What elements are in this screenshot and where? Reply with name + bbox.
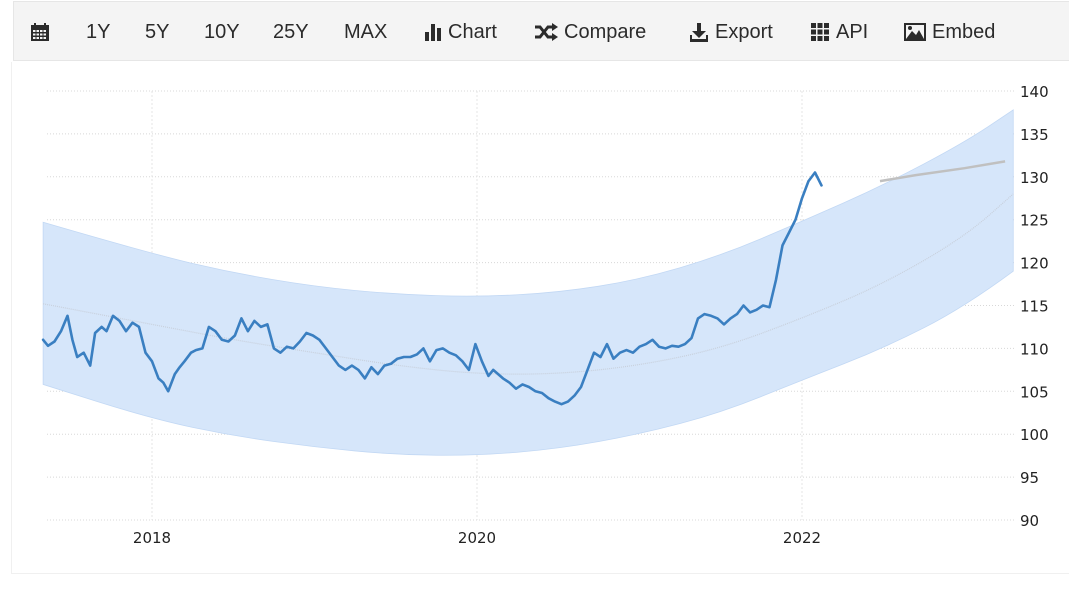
y-tick-label: 90	[1020, 512, 1039, 530]
x-axis-labels: 2018 2020 2022	[133, 529, 821, 547]
grid-icon	[811, 23, 829, 41]
y-tick-label: 110	[1020, 340, 1049, 358]
price-series-line[interactable]	[41, 171, 823, 406]
chart-type-label: Chart	[448, 20, 497, 43]
y-tick-label: 125	[1020, 212, 1049, 230]
y-tick-label: 115	[1020, 298, 1049, 316]
y-tick-label: 135	[1020, 126, 1049, 144]
x-tick-label: 2018	[133, 529, 171, 547]
export-button[interactable]: Export	[689, 2, 773, 62]
image-icon	[904, 23, 926, 41]
shuffle-icon	[535, 23, 558, 41]
bar-chart-icon	[425, 24, 441, 41]
calendar-icon	[31, 23, 49, 41]
range-5y-button[interactable]: 5Y	[145, 20, 170, 43]
confidence-band	[42, 109, 1014, 456]
y-tick-label: 140	[1020, 83, 1049, 101]
chart-container	[11, 62, 1069, 574]
compare-button[interactable]: Compare	[534, 2, 646, 62]
x-tick-label: 2020	[458, 529, 496, 547]
y-tick-label: 95	[1020, 469, 1039, 487]
chart-toolbar: 1Y 5Y 10Y 25Y MAX Chart Compare Export	[13, 1, 1069, 61]
compare-label: Compare	[564, 20, 647, 43]
forecast-line	[879, 160, 1006, 183]
export-label: Export	[715, 20, 773, 43]
y-tick-label: 100	[1020, 426, 1049, 444]
y-tick-label: 130	[1020, 169, 1049, 187]
x-tick-label: 2022	[783, 529, 821, 547]
download-icon	[690, 23, 708, 42]
range-max-button[interactable]: MAX	[344, 20, 388, 43]
chart-type-button[interactable]: Chart	[424, 2, 497, 62]
api-label: API	[836, 20, 869, 43]
embed-label: Embed	[932, 20, 996, 43]
trend-line	[43, 193, 1014, 375]
range-25y-button[interactable]: 25Y	[273, 20, 309, 43]
y-axis-labels: 90 95 100 105 110 115 120 125 130 135 140	[1020, 83, 1049, 530]
range-10y-button[interactable]: 10Y	[204, 20, 240, 43]
range-1y-button[interactable]: 1Y	[86, 20, 111, 43]
y-tick-label: 120	[1020, 255, 1049, 273]
embed-button[interactable]: Embed	[904, 2, 995, 62]
api-button[interactable]: API	[810, 2, 868, 62]
calendar-button[interactable]	[30, 2, 50, 62]
y-tick-label: 105	[1020, 383, 1049, 401]
